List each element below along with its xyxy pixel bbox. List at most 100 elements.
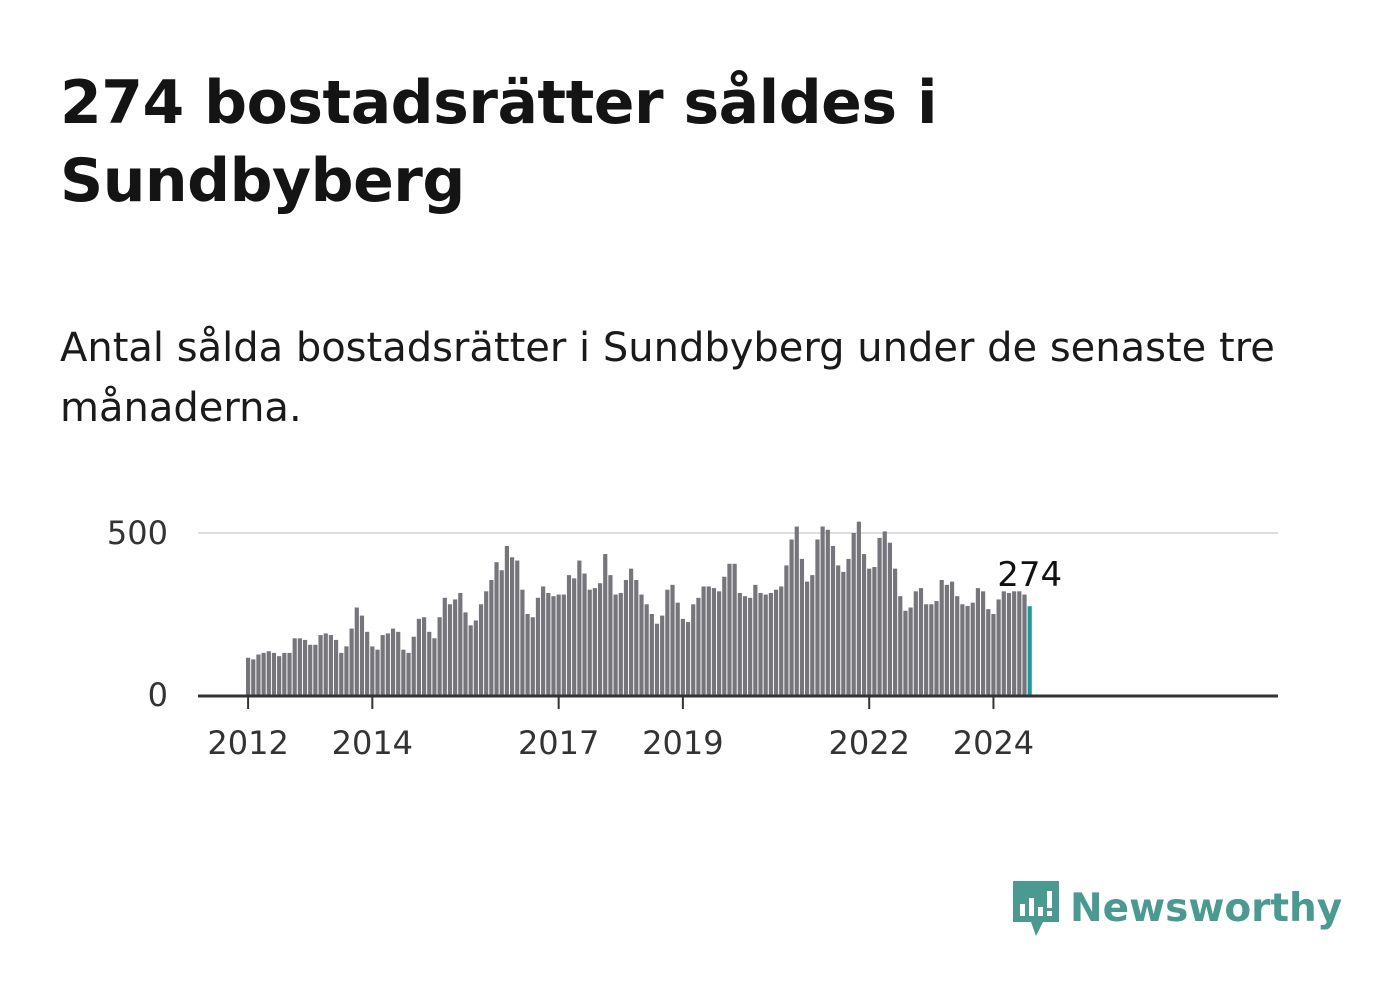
bar [680,618,685,695]
bar [820,526,825,695]
bar [939,579,944,695]
bar [484,591,489,695]
bar [566,575,572,695]
bar [691,604,696,695]
bar [794,526,799,695]
bar [660,615,665,695]
bar [432,638,437,695]
bar [499,570,504,695]
bar [277,656,282,695]
bar [385,633,390,695]
bar [768,592,773,695]
bars-layer [246,521,1032,695]
bar [292,638,297,695]
bar [354,607,359,695]
bar [551,596,556,695]
bar [867,568,872,695]
y-tick-label: 500 [107,514,168,552]
bar [473,620,478,695]
bar [380,635,385,695]
bar [836,565,841,695]
bar [282,652,287,695]
bar [670,584,675,695]
bar [810,575,815,695]
bar [929,604,934,695]
bar [251,659,256,695]
bar [685,622,691,695]
bar [463,612,468,695]
brand-name: Newsworthy [1070,885,1343,931]
bar [654,623,660,695]
bar [882,531,887,695]
bar [784,565,789,695]
x-tick-label: 2024 [953,724,1034,762]
newsworthy-logo: Newsworthy [1010,878,1342,938]
bar [701,586,706,695]
bar [779,586,784,695]
x-tick-label: 2022 [829,724,910,762]
bar [722,576,727,695]
bar [908,607,913,695]
bar [996,599,1001,695]
bar [587,589,592,695]
bar [944,584,949,695]
bar [308,644,313,695]
bar [644,604,649,695]
bar [949,581,955,695]
bar [530,617,535,695]
bar [918,588,924,695]
newsworthy-chart-icon [1013,881,1059,936]
bar [1006,592,1012,695]
bar [696,597,701,695]
bar [556,594,561,695]
bar [328,635,334,695]
bar [561,594,566,695]
bar [437,617,442,695]
bar [546,592,551,695]
bar [535,597,541,695]
bar [737,592,742,695]
bar [323,633,328,695]
bar-chart: 0 500 2012 2014 2017 2019 2022 2024 274 [107,514,1278,762]
x-tick-label: 2014 [332,724,413,762]
bar [649,614,654,695]
x-tick-label: 2012 [207,724,288,762]
bar [965,605,970,695]
labels-layer: 0 500 2012 2014 2017 2019 2022 2024 274 [107,514,1062,762]
bar [427,631,432,695]
axis-layer [198,694,1278,709]
bar [458,592,463,695]
bar [401,649,406,695]
bar [256,654,261,695]
bar [318,635,323,695]
bar [898,596,903,695]
bar [861,554,867,695]
last-value-label: 274 [997,555,1062,595]
bar [489,579,494,695]
bar [1017,591,1022,695]
bar [442,597,447,695]
bar [344,646,349,695]
bar [349,628,354,695]
bar [634,579,639,695]
bar-latest [1027,606,1032,695]
bar [706,586,711,695]
bar [582,573,587,695]
bar [297,638,302,695]
bar [851,533,856,695]
bar [980,591,986,695]
bar [577,560,582,695]
bar [592,588,597,695]
bar [815,539,820,695]
bar [903,610,908,695]
bar [789,539,794,695]
bar [541,586,546,695]
bar [478,604,484,695]
bar [799,558,805,695]
bar [359,615,365,695]
bar [893,568,898,695]
bar [846,558,851,695]
bar [913,591,918,695]
bar [525,614,530,695]
bar [390,628,396,695]
